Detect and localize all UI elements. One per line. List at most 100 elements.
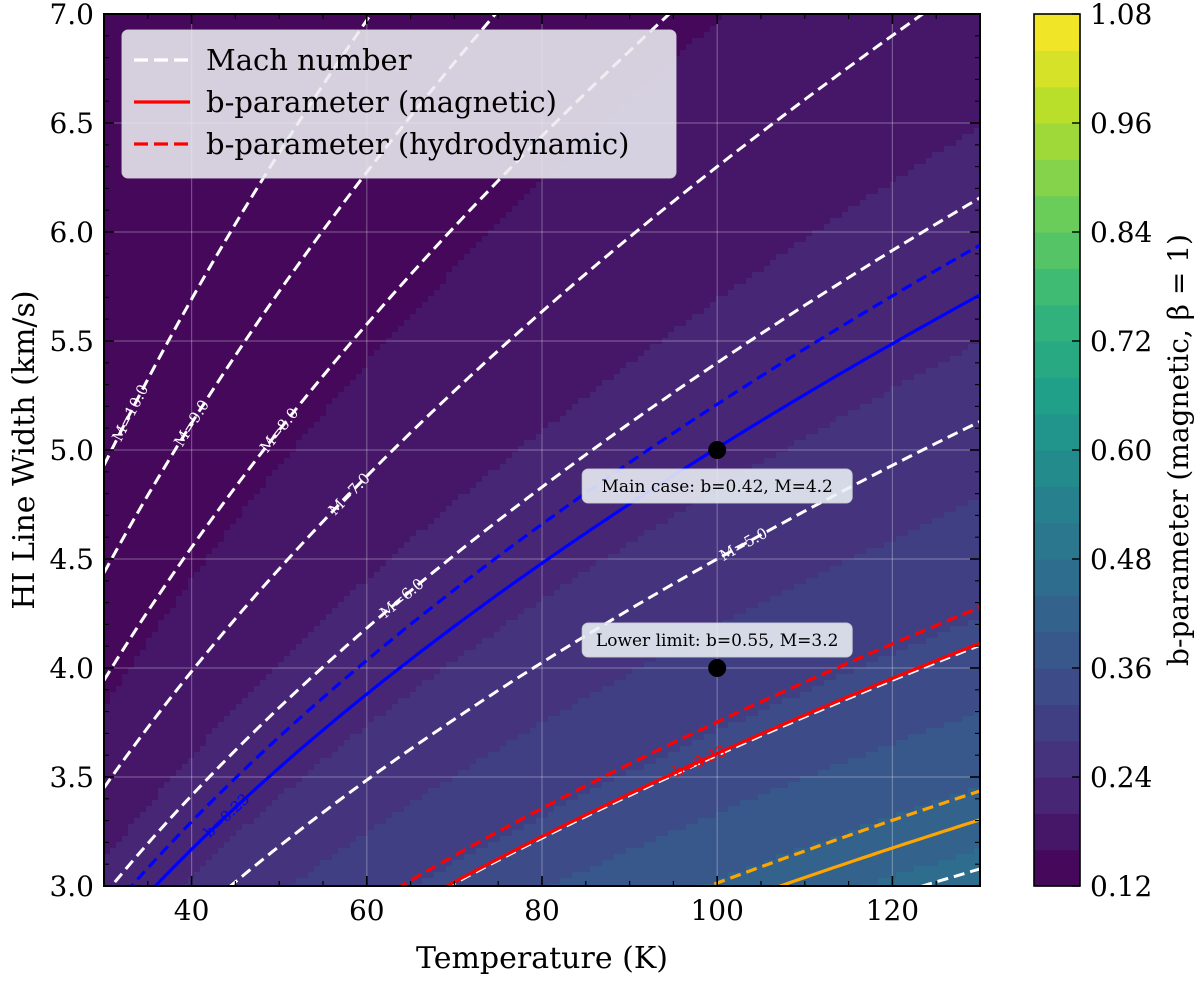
field-cell	[290, 830, 297, 837]
field-cell	[116, 146, 123, 153]
field-cell	[104, 530, 111, 537]
field-cell	[278, 800, 285, 807]
field-cell	[122, 578, 129, 585]
field-cell	[266, 638, 273, 645]
field-cell	[104, 626, 111, 633]
field-cell	[242, 296, 249, 303]
field-cell	[104, 254, 111, 261]
field-cell	[128, 20, 135, 27]
field-cell	[236, 740, 243, 747]
field-cell	[152, 272, 159, 279]
field-cell	[278, 776, 285, 783]
field-cell	[146, 500, 153, 507]
field-cell	[200, 758, 207, 765]
field-cell	[224, 788, 231, 795]
field-cell	[242, 380, 249, 387]
field-cell	[110, 452, 117, 459]
field-cell	[236, 728, 243, 735]
field-cell	[110, 212, 117, 219]
field-cell	[182, 560, 189, 567]
field-cell	[110, 74, 117, 81]
field-cell	[260, 830, 267, 837]
field-cell	[146, 836, 153, 843]
field-cell	[134, 182, 141, 189]
field-cell	[230, 272, 237, 279]
field-cell	[248, 740, 255, 747]
field-cell	[302, 326, 309, 333]
field-cell	[206, 680, 213, 687]
field-cell	[284, 506, 291, 513]
field-cell	[200, 248, 207, 255]
field-cell	[164, 278, 171, 285]
field-cell	[302, 572, 309, 579]
field-cell	[176, 242, 183, 249]
field-cell	[176, 518, 183, 525]
field-cell	[260, 248, 267, 255]
field-cell	[230, 308, 237, 315]
field-cell	[290, 698, 297, 705]
field-cell	[110, 98, 117, 105]
field-cell	[128, 776, 135, 783]
field-cell	[134, 356, 141, 363]
field-cell	[224, 380, 231, 387]
field-cell	[128, 554, 135, 561]
field-cell	[128, 230, 135, 237]
field-cell	[182, 302, 189, 309]
field-cell	[308, 20, 315, 27]
field-cell	[284, 434, 291, 441]
field-cell	[152, 608, 159, 615]
field-cell	[134, 440, 141, 447]
field-cell	[284, 530, 291, 537]
field-cell	[248, 770, 255, 777]
field-cell	[302, 824, 309, 831]
field-cell	[236, 542, 243, 549]
field-cell	[116, 752, 123, 759]
field-cell	[128, 182, 135, 189]
field-cell	[224, 254, 231, 261]
field-cell	[254, 260, 261, 267]
field-cell	[218, 626, 225, 633]
field-cell	[104, 440, 111, 447]
field-cell	[182, 500, 189, 507]
field-cell	[302, 248, 309, 255]
field-cell	[230, 710, 237, 717]
field-cell	[176, 692, 183, 699]
field-cell	[176, 278, 183, 285]
field-cell	[194, 884, 201, 886]
field-cell	[224, 548, 231, 555]
field-cell	[164, 218, 171, 225]
field-cell	[266, 200, 273, 207]
field-cell	[128, 332, 135, 339]
field-cell	[290, 506, 297, 513]
field-cell	[134, 734, 141, 741]
field-cell	[140, 818, 147, 825]
field-cell	[182, 266, 189, 273]
field-cell	[110, 320, 117, 327]
field-cell	[206, 362, 213, 369]
field-cell	[116, 242, 123, 249]
field-cell	[272, 656, 279, 663]
field-cell	[296, 200, 303, 207]
field-cell	[176, 350, 183, 357]
field-cell	[194, 878, 201, 885]
field-cell	[140, 674, 147, 681]
field-cell	[158, 656, 165, 663]
field-cell	[236, 878, 243, 885]
field-cell	[146, 824, 153, 831]
field-cell	[254, 458, 261, 465]
field-cell	[200, 350, 207, 357]
field-cell	[284, 416, 291, 423]
field-cell	[284, 392, 291, 399]
field-cell	[194, 458, 201, 465]
field-cell	[116, 860, 123, 867]
field-cell	[218, 284, 225, 291]
field-cell	[122, 584, 129, 591]
field-cell	[248, 26, 255, 33]
field-cell	[284, 602, 291, 609]
field-cell	[122, 542, 129, 549]
field-cell	[254, 452, 261, 459]
field-cell	[206, 422, 213, 429]
field-cell	[266, 356, 273, 363]
field-cell	[110, 110, 117, 117]
field-cell	[236, 860, 243, 867]
